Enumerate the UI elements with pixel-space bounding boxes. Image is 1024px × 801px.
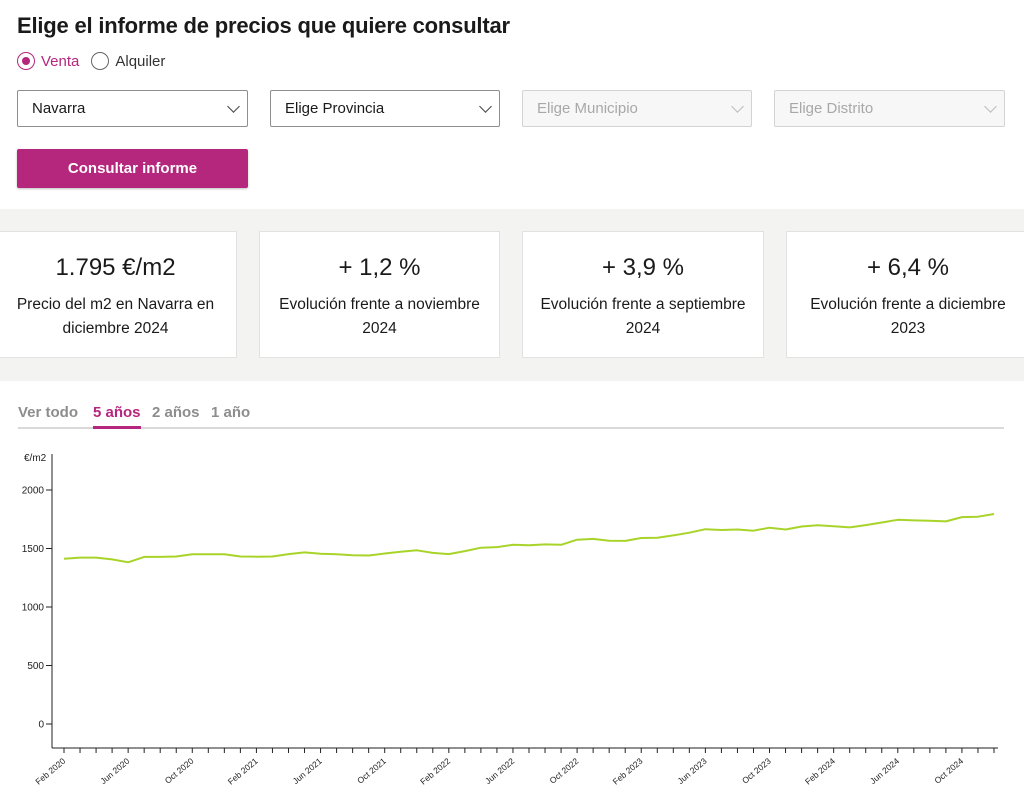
range-tabs: Ver todo 5 años 2 años 1 año bbox=[18, 402, 1004, 429]
radio-alquiler-label: Alquiler bbox=[115, 52, 166, 70]
x-tick-label: Jun 2021 bbox=[291, 756, 324, 786]
province-select-value: Elige Provincia bbox=[285, 100, 385, 117]
x-tick-label: Feb 2022 bbox=[418, 756, 452, 787]
x-tick-label: Jun 2023 bbox=[675, 756, 708, 786]
radio-alquiler[interactable]: Alquiler bbox=[91, 52, 165, 70]
radio-venta-label: Venta bbox=[41, 52, 80, 70]
x-tick-label: Feb 2021 bbox=[226, 756, 260, 787]
x-tick-label: Feb 2024 bbox=[803, 756, 837, 787]
radio-venta[interactable]: Venta bbox=[17, 52, 79, 70]
x-tick-label: Oct 2020 bbox=[163, 756, 196, 786]
x-tick-label: Oct 2022 bbox=[548, 756, 581, 786]
x-tick-label: Oct 2024 bbox=[932, 756, 965, 786]
price-chart: €/m2 0 500 1000 1500 2000 Feb 2020 Jun 2020 Oct … bbox=[22, 453, 998, 787]
chevron-down-icon bbox=[479, 99, 492, 113]
municipality-select-value: Elige Municipio bbox=[537, 100, 638, 117]
y-axis-label: €/m2 bbox=[24, 453, 47, 464]
stat-description: Evolución frente a septiembre 2024 bbox=[540, 296, 746, 337]
page-title: Elige el informe de precios que quiere c… bbox=[17, 13, 510, 38]
stat-value: 1.795 €/m2 bbox=[55, 254, 176, 281]
stat-card-quarter: + 3,9 % Evolución frente a septiembre 20… bbox=[522, 231, 764, 358]
province-select[interactable]: Elige Provincia bbox=[270, 90, 500, 127]
stat-card-month: + 1,2 % Evolución frente a noviembre 202… bbox=[259, 231, 500, 358]
tab-2-anos[interactable]: 2 años bbox=[152, 404, 200, 421]
chevron-down-icon bbox=[227, 99, 240, 113]
stat-card-price: 1.795 €/m2 Precio del m2 en Navarra en d… bbox=[0, 231, 237, 358]
stat-value: + 1,2 % bbox=[338, 254, 421, 281]
x-tick-label: Oct 2023 bbox=[740, 756, 773, 786]
x-tick-label: Jun 2024 bbox=[868, 756, 901, 786]
radio-venta-indicator[interactable] bbox=[17, 52, 35, 70]
y-tick-label: 2000 bbox=[22, 486, 45, 497]
consultar-informe-button[interactable]: Consultar informe bbox=[17, 149, 248, 188]
x-tick-label: Feb 2020 bbox=[33, 756, 67, 787]
operation-radio-group: Venta Alquiler bbox=[17, 52, 177, 70]
tab-5-anos[interactable]: 5 años bbox=[93, 404, 141, 429]
chevron-down-icon bbox=[984, 99, 997, 113]
municipality-select: Elige Municipio bbox=[522, 90, 752, 127]
stat-value: + 6,4 % bbox=[866, 254, 950, 281]
tab-1-ano[interactable]: 1 año bbox=[211, 404, 251, 421]
y-tick-label: 1000 bbox=[22, 603, 45, 614]
radio-alquiler-indicator[interactable] bbox=[91, 52, 110, 70]
district-select-value: Elige Distrito bbox=[789, 100, 874, 117]
tab-ver-todo[interactable]: Ver todo bbox=[18, 404, 79, 421]
series-line bbox=[63, 513, 995, 564]
region-select-value: Navarra bbox=[32, 100, 86, 117]
stat-card-year: + 6,4 % Evolución frente a diciembre 202… bbox=[786, 231, 1024, 358]
stat-description: Precio del m2 en Navarra en diciembre 20… bbox=[16, 296, 215, 337]
x-tick-label: Feb 2023 bbox=[611, 756, 645, 787]
y-tick-label: 1500 bbox=[22, 544, 45, 555]
x-tick-label: Oct 2021 bbox=[355, 756, 388, 786]
district-select: Elige Distrito bbox=[774, 90, 1005, 127]
chevron-down-icon bbox=[731, 99, 744, 113]
stats-band: 1.795 €/m2 Precio del m2 en Navarra en d… bbox=[0, 209, 1024, 381]
stat-description: Evolución frente a noviembre 2024 bbox=[279, 296, 480, 337]
region-select[interactable]: Navarra bbox=[17, 90, 248, 127]
stat-value: + 3,9 % bbox=[601, 254, 685, 281]
x-tick-label: Jun 2022 bbox=[483, 756, 516, 786]
x-tick-label: Jun 2020 bbox=[98, 756, 131, 786]
y-tick-label: 500 bbox=[27, 661, 44, 672]
y-tick-label: 0 bbox=[38, 720, 44, 731]
stat-description: Evolución frente a diciembre 2023 bbox=[810, 296, 1006, 337]
